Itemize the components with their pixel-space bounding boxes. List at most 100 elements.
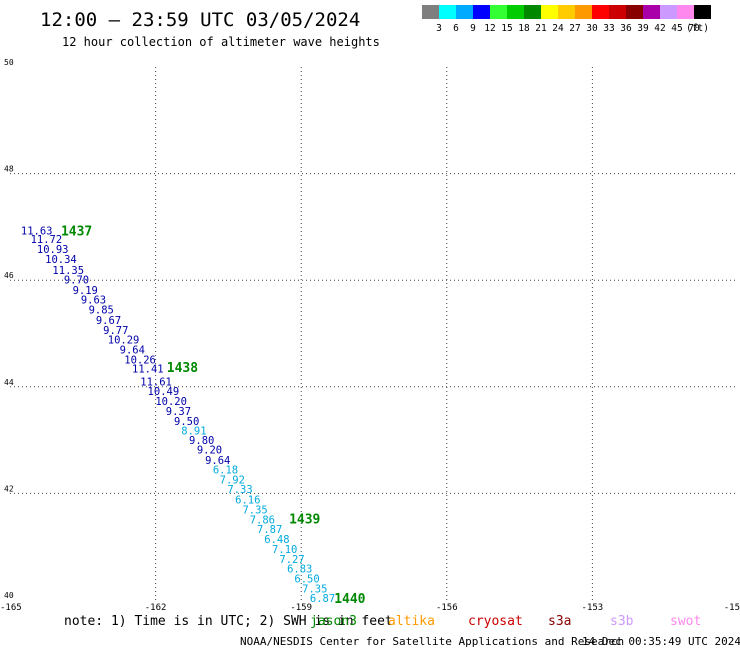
colorbar-swatch — [507, 5, 524, 19]
wave-height-value: 9.64 — [120, 344, 145, 356]
x-tick-label: -15 — [724, 603, 740, 613]
y-tick-label: 46 — [4, 271, 14, 280]
wave-height-value: 9.50 — [174, 416, 199, 428]
colorbar-swatch — [677, 5, 694, 19]
colorbar-label: 30 — [586, 23, 598, 34]
x-axis-tick-labels: -165 -162 -159 -156 -153 -15 — [0, 603, 740, 613]
wave-height-value: 9.64 — [205, 455, 230, 467]
wave-height-value: 7.35 — [242, 504, 267, 516]
colorbar-swatch — [575, 5, 592, 19]
wave-height-value: 11.41 — [132, 364, 164, 376]
x-tick-label: -153 — [582, 603, 604, 613]
footer-credit: NOAA/NESDIS Center for Satellite Applica… — [240, 635, 624, 648]
chart-title: 12:00 – 23:59 UTC 03/05/2024 — [40, 9, 360, 31]
colorbar-swatch — [473, 5, 490, 19]
time-annotation: 1439 — [289, 512, 320, 527]
colorbar-swatch — [694, 5, 711, 19]
wave-height-value: 7.35 — [302, 583, 327, 595]
time-annotation: 1440 — [334, 592, 365, 607]
wave-height-value: 11.35 — [52, 265, 84, 277]
y-tick-label: 50 — [4, 58, 14, 67]
colorbar-swatch — [439, 5, 456, 19]
satellite-legend: jason3 altika cryosat s3a s3b swot — [310, 614, 701, 629]
time-annotation: 1438 — [167, 361, 198, 376]
satellite-name: swot — [670, 614, 701, 629]
wave-height-labels: 11.6311.7210.9310.3411.359.709.199.639.8… — [21, 226, 335, 605]
wave-height-value: 10.34 — [45, 254, 77, 266]
wave-height-value: 10.20 — [155, 396, 187, 408]
colorbar-label: 12 — [484, 23, 495, 34]
wave-height-value: 9.70 — [64, 275, 89, 287]
y-tick-label: 44 — [4, 378, 14, 387]
colorbar-label: 18 — [518, 23, 530, 34]
satellite-name: cryosat — [468, 614, 523, 629]
colorbar-label: 27 — [569, 23, 580, 34]
colorbar-label: 3 — [436, 23, 442, 34]
colorbar-swatch — [558, 5, 575, 19]
colorbar-swatch — [541, 5, 558, 19]
x-tick-label: -165 — [0, 603, 22, 613]
wave-height-value: 11.61 — [140, 376, 172, 388]
colorbar-swatch — [626, 5, 643, 19]
colorbar-label: 24 — [552, 23, 564, 34]
wave-height-value: 7.33 — [227, 484, 252, 496]
wave-height-value: 9.77 — [103, 325, 128, 337]
colorbar-legend: 3 6 9 12 15 18 21 24 27 30 33 36 39 42 45 70(ft) — [422, 5, 711, 34]
x-tick-label: -156 — [436, 603, 458, 613]
wave-height-value: 6.48 — [264, 534, 289, 546]
wave-height-value: 9.85 — [89, 305, 114, 317]
wave-height-value: 7.87 — [257, 524, 282, 536]
colorbar-swatch — [422, 5, 439, 19]
wave-height-value: 9.20 — [197, 445, 222, 457]
wave-height-value: 9.37 — [166, 406, 191, 418]
colorbar-label: 33 — [603, 23, 614, 34]
wave-height-value: 9.19 — [73, 285, 98, 297]
wave-height-value: 7.86 — [250, 515, 275, 527]
wave-height-value: 6.83 — [287, 564, 312, 576]
chart-subtitle: 12 hour collection of altimeter wave hei… — [62, 35, 380, 49]
y-tick-label: 40 — [4, 591, 14, 600]
grid-lines — [10, 67, 738, 600]
y-tick-label: 48 — [4, 165, 14, 174]
wave-height-value: 6.18 — [213, 464, 238, 476]
colorbar-swatch — [524, 5, 541, 19]
satellite-name: s3b — [610, 614, 634, 629]
footer-timestamp: 14 Dec 00:35:49 UTC 2024 — [582, 635, 740, 648]
colorbar-unit: (ft) — [686, 23, 709, 34]
colorbar-swatch — [609, 5, 626, 19]
colorbar-swatch — [643, 5, 660, 19]
colorbar-swatch — [660, 5, 677, 19]
satellite-name: jason3 — [310, 614, 357, 629]
colorbar-label: 21 — [535, 23, 547, 34]
wave-height-value: 7.27 — [279, 554, 304, 566]
colorbar-swatch — [592, 5, 609, 19]
wave-height-value: 7.10 — [272, 544, 297, 556]
time-annotations: 1437 1438 1439 1440 — [61, 225, 366, 607]
wave-height-value: 11.72 — [31, 234, 63, 246]
wave-height-value: 9.67 — [96, 315, 121, 327]
colorbar-label: 15 — [501, 23, 512, 34]
x-tick-label: -162 — [145, 603, 167, 613]
wave-height-value: 10.49 — [148, 386, 180, 398]
colorbar-label: 70 — [688, 23, 700, 34]
wave-height-value: 8.91 — [181, 426, 206, 438]
wave-height-value: 9.63 — [81, 294, 106, 306]
wave-height-value: 6.50 — [294, 574, 319, 586]
colorbar-label: 9 — [470, 23, 476, 34]
colorbar-label: 45 — [671, 23, 682, 34]
colorbar-label: 6 — [453, 23, 459, 34]
wave-height-value: 7.92 — [220, 475, 245, 487]
wave-height-value: 10.29 — [108, 334, 140, 346]
wave-height-value: 10.93 — [37, 244, 69, 256]
wave-height-value: 10.26 — [124, 355, 156, 367]
colorbar-label: 42 — [654, 23, 665, 34]
wave-height-value: 9.80 — [189, 435, 214, 447]
wave-height-value: 6.87 — [310, 593, 335, 605]
colorbar-swatch — [490, 5, 507, 19]
footer-note: note: 1) Time is in UTC; 2) SWH is in fe… — [64, 614, 393, 629]
wave-height-value: 11.63 — [21, 226, 53, 238]
x-tick-label: -159 — [290, 603, 312, 613]
colorbar-swatch — [456, 5, 473, 19]
satellite-name: s3a — [548, 614, 571, 629]
wave-height-value: 6.16 — [235, 494, 260, 506]
